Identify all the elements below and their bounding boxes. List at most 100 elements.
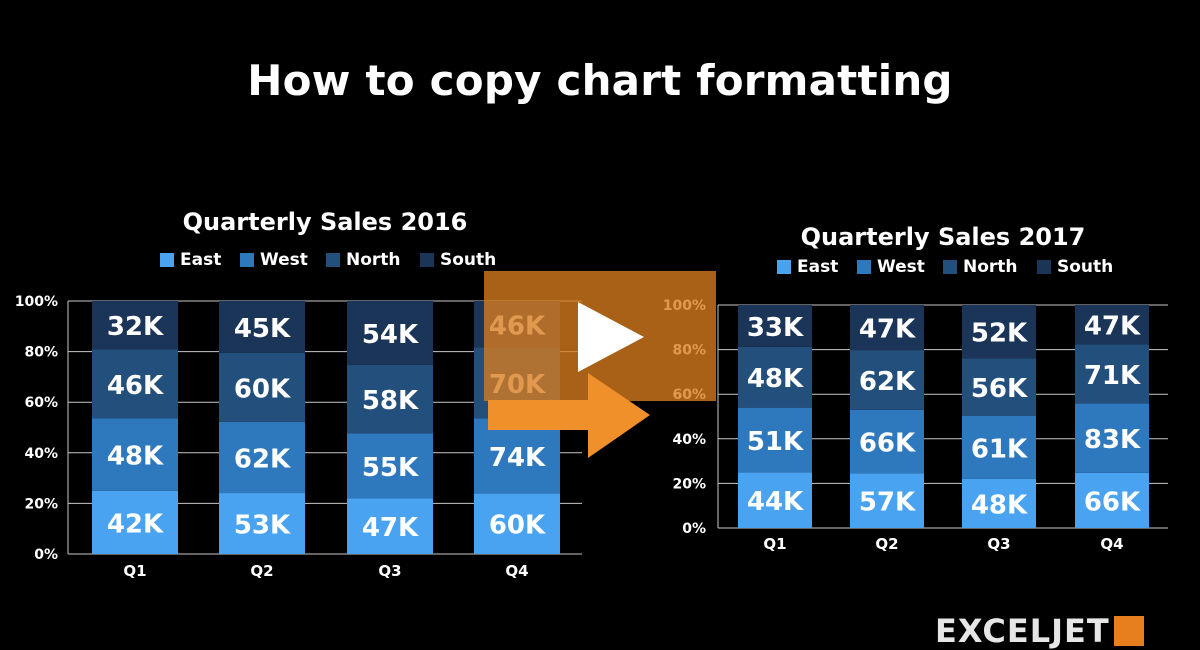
data-label-east-q3: 48K [971,490,1028,520]
chart-quarterly-sales-2016: Quarterly Sales 2016 East West North South 0%… [15,208,582,580]
data-label-east-q2: 53K [234,511,291,541]
data-label-north-q2: 60K [234,374,291,404]
bar-segment-south-q2 [219,301,305,353]
data-label-north-q3: 56K [971,374,1028,404]
bar-segment-south-q1 [92,301,178,350]
data-label-west-q4: 83K [1084,425,1141,455]
data-label-north-q2: 62K [859,367,916,397]
legend-swatch-west [857,260,871,274]
bar-segment-west-q3 [962,415,1036,479]
bar-segment-north-q2 [219,352,305,422]
bar-segment-east-q3 [962,478,1036,528]
data-label-east-q2: 57K [859,488,916,518]
data-label-east-q1: 44K [747,487,804,517]
exceljet-logo: EXCELJET [935,612,1144,650]
legend-label-south: South [440,250,496,270]
data-label-east-q1: 42K [107,509,164,539]
bar-segment-east-q1 [738,472,812,528]
x-tick-label-q2: Q2 [250,562,273,580]
data-label-east-q4: 60K [489,511,546,541]
bar-segment-west-q3 [347,433,433,499]
bar-segment-west-q2 [219,421,305,494]
data-label-south-q2: 45K [234,314,291,344]
legend-swatch-east [777,260,791,274]
data-label-north-q3: 58K [362,386,419,416]
legend-label-south: South [1057,257,1113,277]
legend-label-west: West [877,257,925,277]
bar-segment-north-q4 [1075,344,1149,404]
legend-swatch-south [420,253,434,267]
legend-label-east: East [180,250,221,270]
data-label-west-q2: 62K [234,444,291,474]
legend-swatch-north [326,253,340,267]
data-label-west-q3: 55K [362,453,419,483]
legend-label-north: North [963,257,1018,277]
data-label-west-q1: 48K [107,442,164,472]
right-arrow-icon [488,373,650,458]
data-label-south-q4: 47K [1084,312,1141,342]
bar-segment-north-q1 [738,346,812,408]
bar-segment-east-q2 [219,493,305,554]
chart-quarterly-sales-2017: Quarterly Sales 2017 East West North South 0%… [663,223,1168,553]
chart-title: Quarterly Sales 2017 [801,223,1086,251]
bar-segment-north-q2 [850,350,924,410]
y-tick-label: 40% [672,432,706,448]
y-tick-label: 100% [15,294,58,310]
chart-title: Quarterly Sales 2016 [183,208,468,236]
bar-segment-south-q2 [850,305,924,351]
bar-segment-south-q1 [738,305,812,347]
legend-label-north: North [346,250,401,270]
data-label-east-q4: 66K [1084,487,1141,517]
x-tick-label-q1: Q1 [763,535,786,553]
data-label-west-q1: 51K [747,427,804,457]
bar-segment-east-q4 [474,493,560,554]
play-icon[interactable] [578,302,644,372]
bar-segment-east-q4 [1075,472,1149,528]
logo-text: EXCELJET [935,612,1110,650]
logo-badge-icon [1113,616,1144,646]
data-label-west-q2: 66K [859,428,916,458]
data-label-south-q2: 47K [859,315,916,345]
data-label-north-q1: 46K [107,371,164,401]
x-tick-label-q3: Q3 [987,535,1010,553]
y-tick-label: 40% [24,446,58,462]
data-label-south-q1: 32K [107,312,164,342]
bar-segment-north-q1 [92,349,178,419]
bar-segment-east-q1 [92,490,178,554]
data-label-west-q3: 61K [971,434,1028,464]
data-label-north-q4: 71K [1084,361,1141,391]
y-tick-label: 20% [24,496,58,512]
legend-swatch-north [943,260,957,274]
data-label-south-q3: 54K [362,320,419,350]
y-tick-label: 80% [24,345,58,361]
legend-swatch-west [240,253,254,267]
bar-segment-south-q4 [1075,305,1149,345]
data-label-north-q1: 48K [747,364,804,394]
x-tick-label-q4: Q4 [1100,535,1123,553]
bar-segment-west-q2 [850,409,924,474]
x-tick-label-q1: Q1 [123,562,146,580]
data-label-east-q3: 47K [362,513,419,543]
bar-segment-north-q3 [347,364,433,434]
bar-segment-north-q3 [962,358,1036,416]
bar-segment-west-q1 [738,407,812,473]
right-arrow-shape [488,373,650,458]
data-label-west-q4: 74K [489,443,546,473]
bar-segment-south-q3 [347,301,433,365]
y-tick-label: 0% [34,547,58,563]
legend-label-west: West [260,250,308,270]
legend-label-east: East [797,257,838,277]
data-label-south-q1: 33K [747,313,804,343]
legend-swatch-south [1037,260,1051,274]
x-tick-label-q4: Q4 [505,562,528,580]
bar-segment-east-q2 [850,473,924,528]
y-tick-label: 0% [682,521,706,537]
bar-segment-west-q1 [92,418,178,491]
x-tick-label-q3: Q3 [378,562,401,580]
data-label-south-q3: 52K [971,319,1028,349]
y-tick-label: 60% [24,395,58,411]
legend-swatch-east [160,253,174,267]
bar-segment-east-q3 [347,498,433,554]
x-tick-label-q2: Q2 [875,535,898,553]
page-title: How to copy chart formatting [247,56,953,105]
